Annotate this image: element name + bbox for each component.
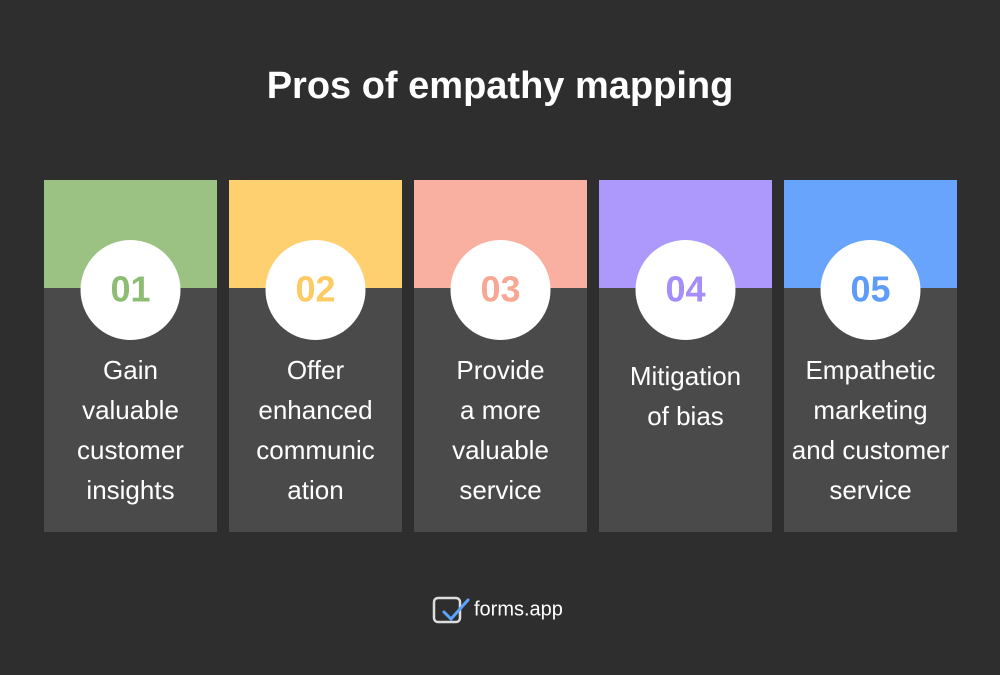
logo-check [442,598,470,622]
item-text: service [829,475,911,505]
item-number: 04 [665,269,705,310]
number-badge [820,240,921,340]
number-badge [80,240,181,340]
item-text: enhanced [258,395,372,425]
item-text: valuable [82,395,179,425]
number-badge [265,240,366,340]
title: Pros of empathy mapping [267,65,734,107]
item-text: insights [86,475,174,505]
item-text: a more [460,395,541,425]
brand-logo: forms.app [432,596,563,624]
number-badge [450,240,551,340]
item-text: Offer [287,355,345,385]
item-text: ation [287,475,343,505]
brand-name: forms.app [474,598,563,620]
item-number: 02 [295,269,335,310]
item-text: Gain [103,355,158,385]
item-text: service [459,475,541,505]
item-text: marketing [813,395,927,425]
item-number: 05 [850,269,890,310]
item-text: of bias [647,401,724,431]
item-text: valuable [452,435,549,465]
item-text: Mitigation [630,361,741,391]
item-text: and customer [792,435,950,465]
item-number: 03 [480,269,520,310]
item-text: customer [77,435,184,465]
number-badge [635,240,736,340]
item-text: Provide [456,355,544,385]
item-text: communic [256,435,374,465]
item-number: 01 [110,269,150,310]
item-text: Empathetic [805,355,935,385]
